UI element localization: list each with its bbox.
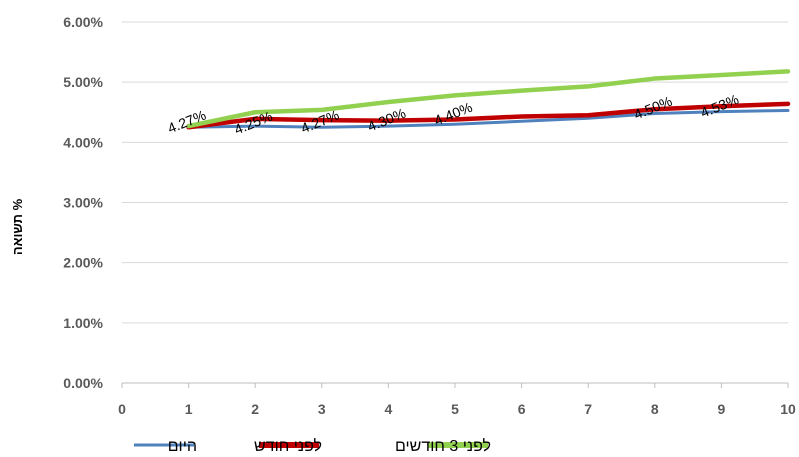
x-tick-label: 7 (584, 401, 592, 417)
legend-label: לפני חודש (254, 437, 322, 455)
y-axis-label: תשואה % (10, 198, 25, 255)
y-tick-label: 1.00% (63, 315, 103, 331)
x-tick-label: 4 (385, 401, 393, 417)
x-tick-label: 3 (318, 401, 326, 417)
x-tick-label: 1 (185, 401, 193, 417)
series-line-1 (186, 101, 791, 130)
x-tick-label: 10 (780, 401, 796, 417)
x-tick-label: 2 (251, 401, 259, 417)
x-tick-label: 5 (451, 401, 459, 417)
x-tick-label: 9 (718, 401, 726, 417)
data-label: 4.50% (632, 93, 675, 123)
data-label: 4.30% (365, 105, 408, 135)
y-tick-label: 4.00% (63, 134, 103, 150)
x-tick-label: 0 (118, 401, 126, 417)
series-lines (186, 69, 791, 130)
y-tick-label: 6.00% (63, 14, 103, 30)
y-tick-label: 5.00% (63, 74, 103, 90)
y-tick-label: 3.00% (63, 195, 103, 211)
series-line-2 (186, 69, 791, 129)
x-tick-label: 8 (651, 401, 659, 417)
legend: לפני 3 חודשים לפני חודש היום (134, 437, 491, 455)
legend-label: לפני 3 חודשים (395, 437, 491, 455)
data-label: 4.53% (698, 91, 741, 121)
x-tick-label: 6 (518, 401, 526, 417)
gridlines (122, 21, 788, 324)
data-labels: 4.27% 4.25% 4.27% 4.30% 4.40% 4.50% 4.53% (165, 91, 741, 138)
series-line-0 (187, 108, 790, 129)
legend-label: היום (168, 438, 197, 455)
data-label: 4.27% (165, 107, 208, 137)
y-tick-label: 2.00% (63, 255, 103, 271)
y-tick-label: 0.00% (63, 375, 103, 391)
axes: 0.00% 1.00% 2.00% 3.00% 4.00% 5.00% 6.00% 0 1 2 3 4… (63, 14, 796, 417)
